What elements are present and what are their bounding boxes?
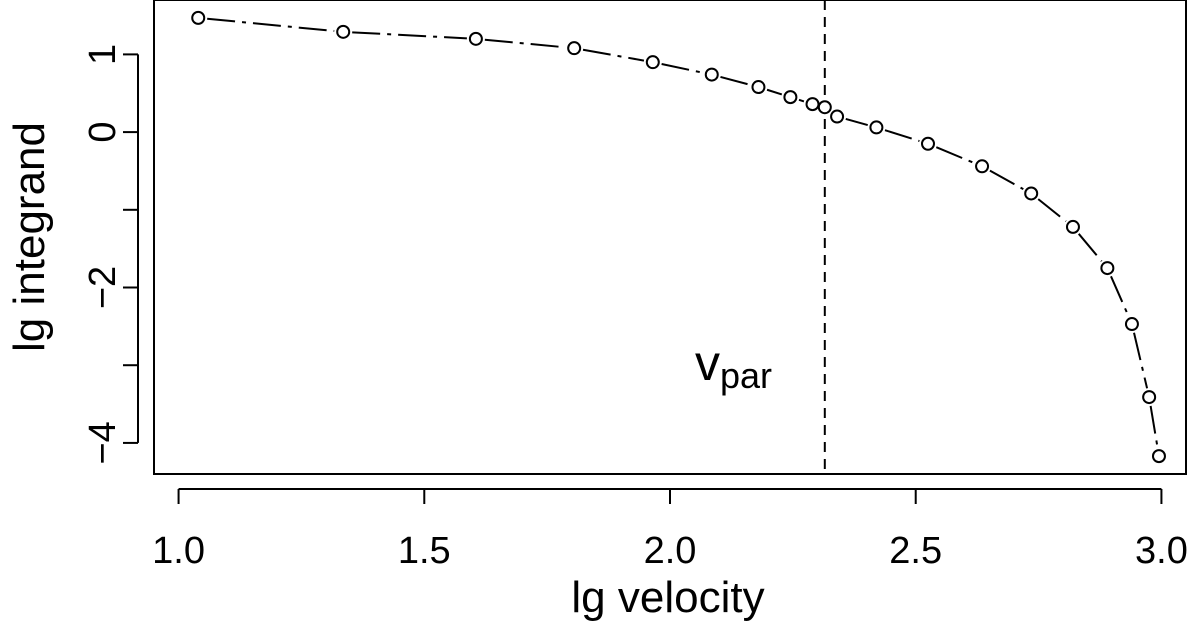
series-points <box>191 10 1166 464</box>
series-segment <box>1110 275 1130 317</box>
series-segment <box>884 129 920 142</box>
series-segment <box>798 98 805 103</box>
x-tick-label: 1.0 <box>152 530 205 572</box>
series-segment <box>720 75 751 86</box>
x-tick-label: 2.0 <box>644 530 697 572</box>
data-point <box>704 67 719 82</box>
x-tick-label: 2.5 <box>889 530 942 572</box>
vpar-label-main: v <box>695 335 720 391</box>
data-point <box>921 136 935 151</box>
series-segment <box>1037 198 1067 223</box>
data-point <box>830 109 845 124</box>
y-axis: −4 −2 0 1 <box>82 44 139 465</box>
data-point <box>1124 317 1139 332</box>
series-segment <box>845 117 868 126</box>
x-tick-label: 1.5 <box>398 530 451 572</box>
series-segment <box>935 146 975 164</box>
plot-frame <box>153 0 1187 475</box>
data-point <box>1065 219 1080 234</box>
data-point <box>1100 261 1115 276</box>
series-segment <box>661 63 704 74</box>
y-tick-label: 1 <box>82 44 124 65</box>
data-point <box>751 80 766 95</box>
y-tick-label: −2 <box>82 266 124 309</box>
data-point <box>468 31 483 46</box>
data-point <box>191 10 206 25</box>
data-point <box>567 41 582 56</box>
data-point <box>1142 390 1157 405</box>
y-axis-title: lg integrand <box>5 122 54 352</box>
data-point <box>783 90 798 105</box>
series-segment <box>989 169 1024 191</box>
data-point <box>805 97 820 112</box>
series-segment <box>1077 233 1103 262</box>
series-segment <box>1149 405 1159 448</box>
x-axis-title: lg velocity <box>571 573 764 622</box>
data-point <box>869 120 884 135</box>
data-point <box>975 159 990 174</box>
series-lines <box>207 17 1159 448</box>
x-axis: 1.0 1.5 2.0 2.5 3.0 <box>152 488 1188 572</box>
data-point <box>336 24 351 39</box>
series-segment <box>766 88 783 96</box>
series-segment <box>484 38 566 49</box>
vpar-label: vpar <box>695 335 772 396</box>
series-segment <box>1133 332 1149 389</box>
y-tick-label: −4 <box>82 421 124 464</box>
vpar-label-sub: par <box>720 355 772 396</box>
series-segment <box>207 17 335 32</box>
y-tick-label: 0 <box>82 122 124 143</box>
series-segment <box>352 31 467 40</box>
data-point <box>817 100 832 115</box>
data-point <box>1024 186 1039 201</box>
x-tick-label: 3.0 <box>1135 530 1188 572</box>
data-point <box>1151 449 1166 464</box>
series-segment <box>582 48 645 62</box>
data-point <box>645 55 660 70</box>
